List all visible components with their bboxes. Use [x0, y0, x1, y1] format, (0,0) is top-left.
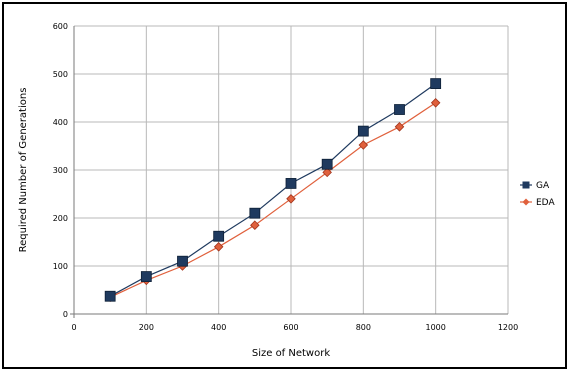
y-tick-label: 100 — [53, 262, 68, 271]
data-point-ga — [285, 178, 297, 189]
data-point-eda — [430, 98, 441, 108]
legend: GA EDA — [520, 181, 555, 208]
legend-label-ga: GA — [536, 181, 550, 191]
legend-marker-eda — [522, 198, 530, 206]
x-tick-labels: 0 200 400 600 800 1000 1200 — [71, 323, 518, 332]
grid-lines — [73, 25, 509, 315]
data-point-ga — [104, 290, 116, 302]
x-tick-label: 1000 — [425, 323, 445, 332]
data-point-eda — [322, 167, 332, 178]
x-tick-label: 400 — [211, 323, 226, 332]
y-tick-label: 300 — [53, 166, 68, 175]
data-point-eda — [213, 242, 224, 252]
chart-frame: 0 100 200 300 400 500 600 0 200 400 600 800 1000 120… — [2, 2, 567, 369]
y-tick-label: 400 — [53, 118, 68, 127]
legend-marker-ga — [522, 181, 530, 189]
series-line-eda — [109, 102, 437, 298]
data-point-ga — [249, 207, 261, 219]
y-tick-label: 200 — [53, 214, 68, 223]
data-point-eda — [286, 194, 296, 204]
x-tick-label: 200 — [139, 323, 154, 332]
data-point-eda — [394, 122, 405, 132]
data-point-eda — [250, 220, 260, 230]
line-chart: 0 100 200 300 400 500 600 0 200 400 600 800 1000 120… — [18, 22, 555, 359]
series-group — [104, 78, 442, 302]
data-point-ga — [321, 158, 333, 170]
x-tick-label: 800 — [356, 323, 371, 332]
axes — [70, 26, 508, 318]
x-axis-label: Size of Network — [252, 348, 330, 359]
x-tick-label: 1200 — [498, 323, 518, 332]
data-point-ga — [394, 104, 405, 115]
data-point-ga — [177, 255, 188, 267]
x-tick-label: 600 — [283, 323, 298, 332]
data-point-ga — [213, 230, 225, 242]
data-point-ga — [140, 271, 152, 282]
series-line-ga — [109, 83, 437, 297]
y-tick-label: 500 — [53, 70, 68, 79]
y-tick-label: 0 — [63, 310, 68, 319]
data-point-ga — [430, 78, 442, 89]
data-point-ga — [357, 125, 369, 137]
y-tick-label: 600 — [53, 22, 68, 31]
legend-label-eda: EDA — [536, 198, 555, 208]
y-tick-labels: 0 100 200 300 400 500 600 — [53, 22, 68, 319]
data-point-eda — [358, 140, 369, 150]
x-tick-label: 0 — [71, 323, 76, 332]
y-axis-label: Required Number of Generations — [18, 88, 29, 253]
